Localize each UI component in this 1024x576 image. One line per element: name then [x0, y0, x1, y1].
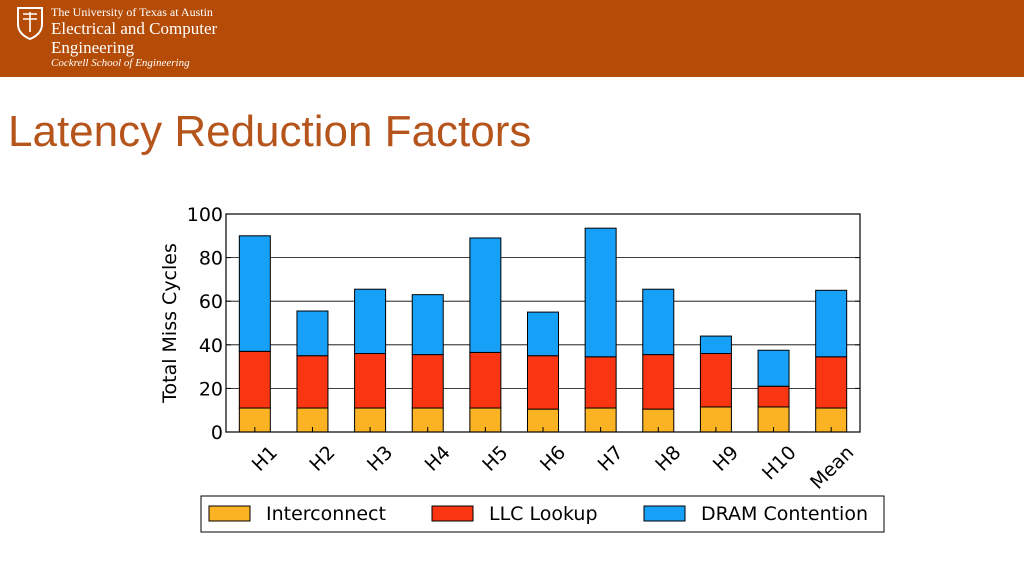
legend-swatch [431, 505, 474, 522]
x-tick-label: H10 [758, 442, 801, 485]
y-axis-label: Total Miss Cycles [159, 243, 181, 404]
bar-segment [757, 385, 790, 408]
y-tick-label: 60 [199, 291, 223, 313]
bar-segment [642, 288, 675, 356]
bar-segment [238, 235, 271, 352]
legend-label: DRAM Contention [701, 503, 868, 525]
legend-label: LLC Lookup [489, 503, 598, 525]
y-tick-label: 40 [199, 335, 223, 357]
slide-title: Latency Reduction Factors [8, 107, 532, 156]
bar-segment [354, 353, 387, 409]
x-tick-label: H7 [594, 442, 628, 476]
bar-segment [527, 311, 559, 357]
x-tick-label: H9 [709, 442, 743, 476]
bar-segment [469, 237, 502, 353]
x-tick-label: H4 [421, 442, 455, 476]
bar-segment [296, 355, 329, 409]
university-name: The University of Texas at Austin [51, 5, 213, 19]
bar-segment [699, 335, 732, 355]
bar-segment [584, 227, 617, 358]
y-tick-label: 20 [199, 378, 223, 400]
x-tick-label: H6 [536, 442, 570, 476]
bar-segment [757, 349, 790, 387]
ut-seal-icon [17, 7, 43, 40]
y-tick-label: 80 [199, 248, 223, 270]
x-tick-label: H2 [305, 442, 339, 476]
bar-segment [411, 294, 444, 356]
bar-segment [411, 354, 444, 409]
header-banner: The University of Texas at Austin Electr… [0, 0, 1024, 77]
x-tick-label: H3 [363, 442, 397, 476]
bar-segment [584, 356, 617, 409]
bar-segment [642, 354, 675, 410]
bar-segment [815, 289, 848, 358]
legend-swatch [208, 505, 251, 522]
y-tick-label: 0 [211, 422, 223, 444]
bar-segment [238, 350, 271, 409]
y-tick-label: 100 [187, 204, 223, 226]
bar-segment [699, 353, 732, 408]
bar-segment [296, 310, 329, 357]
x-tick-label: H1 [248, 442, 282, 476]
bar-segment [469, 351, 502, 409]
x-tick-label: H8 [651, 442, 685, 476]
legend-box [200, 495, 885, 533]
plot-frame [225, 213, 861, 433]
bar-segment [354, 288, 387, 355]
x-tick-label: H5 [478, 442, 512, 476]
legend-label: Interconnect [266, 503, 386, 525]
legend-swatch [643, 505, 686, 522]
department-name-line1: Electrical and Computer [51, 19, 218, 38]
bar-segment [815, 356, 848, 409]
department-name-line2: Engineering [51, 38, 135, 57]
x-tick-label: Mean [806, 442, 858, 494]
bar-segment [527, 355, 559, 410]
school-name: Cockrell School of Engineering [51, 57, 190, 69]
